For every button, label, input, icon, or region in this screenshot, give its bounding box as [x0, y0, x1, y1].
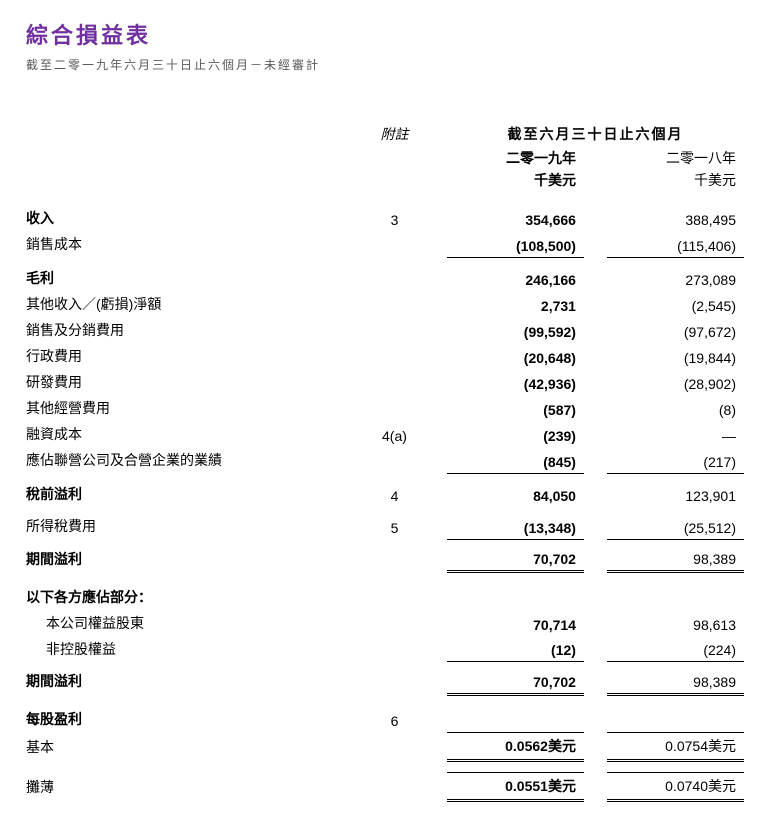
- row-attrib-header: 以下各方應佔部分：: [26, 584, 744, 610]
- row-eps-header: 每股盈利 6: [26, 706, 744, 732]
- statement-subtitle: 截至二零一九年六月三十日止六個月－未經審計: [26, 56, 744, 73]
- row-owners: 本公司權益股東 70,714 98,613: [26, 610, 744, 636]
- row-period-profit-2: 期間溢利 70,702 98,389: [26, 668, 744, 694]
- row-selling: 銷售及分銷費用 (99,592) (97,672): [26, 317, 744, 343]
- statement-title: 綜合損益表: [26, 18, 744, 50]
- header-period: 截至六月三十日止六個月: [447, 121, 744, 147]
- cell-note: 3: [342, 205, 447, 231]
- row-finance: 融資成本 4(a) (239) —: [26, 421, 744, 447]
- row-other-income: 其他收入／(虧損)淨額 2,731 (2,545): [26, 291, 744, 317]
- row-cogs: 銷售成本 (108,500) (115,406): [26, 231, 744, 257]
- row-eps-diluted: 攤薄 0.0551美元 0.0740美元: [26, 772, 744, 800]
- cell-v2: 388,495: [607, 205, 744, 231]
- row-period-profit: 期間溢利 70,702 98,389: [26, 546, 744, 572]
- header-unit2: 千美元: [607, 169, 744, 191]
- cell-label: 收入: [26, 205, 342, 231]
- row-associates: 應佔聯營公司及合營企業的業績 (845) (217): [26, 447, 744, 473]
- row-other-exp: 其他經營費用 (587) (8): [26, 395, 744, 421]
- row-pbt: 稅前溢利 4 84,050 123,901: [26, 481, 744, 507]
- header-year2: 二零一八年: [607, 147, 744, 169]
- header-note: 附註: [342, 121, 447, 147]
- row-rd: 研發費用 (42,936) (28,902): [26, 369, 744, 395]
- cell-v1: 354,666: [447, 205, 584, 231]
- row-admin: 行政費用 (20,648) (19,844): [26, 343, 744, 369]
- header-year1: 二零一九年: [447, 147, 584, 169]
- row-nci: 非控股權益 (12) (224): [26, 636, 744, 662]
- row-gross: 毛利 246,166 273,089: [26, 265, 744, 291]
- header-unit1: 千美元: [447, 169, 584, 191]
- row-tax: 所得稅費用 5 (13,348) (25,512): [26, 513, 744, 539]
- income-statement-table: 附註 截至六月三十日止六個月 二零一九年 二零一八年 千美元 千美元 收入 3 …: [26, 121, 744, 802]
- row-revenue: 收入 3 354,666 388,495: [26, 205, 744, 231]
- row-eps-basic: 基本 0.0562美元 0.0754美元: [26, 732, 744, 760]
